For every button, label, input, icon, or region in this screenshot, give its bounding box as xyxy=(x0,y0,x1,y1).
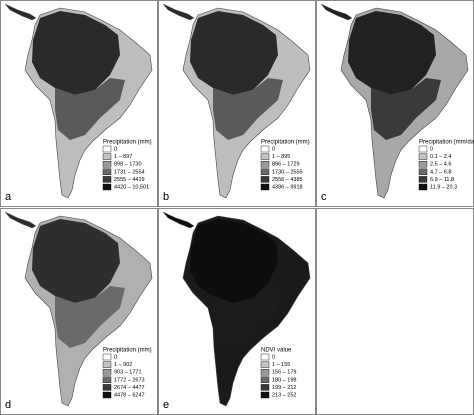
legend-item: 4420 – 10,501 xyxy=(114,184,149,190)
legend-swatch xyxy=(260,168,270,176)
legend-swatch xyxy=(102,384,112,391)
legend-swatch xyxy=(102,176,112,183)
panel-frame xyxy=(0,0,158,207)
legend-swatch xyxy=(102,153,112,160)
legend-item: 0 xyxy=(272,146,275,152)
panel-letter: e xyxy=(163,399,169,411)
legend-item: 2556 – 4385 xyxy=(272,177,303,183)
legend-swatch xyxy=(418,183,428,191)
legend-title: NDVI value xyxy=(261,348,292,354)
legend-item: 0 xyxy=(430,146,433,152)
legend-item: 4386 – 9918 xyxy=(272,184,303,190)
central-america xyxy=(320,3,353,21)
legend-swatch xyxy=(418,153,428,160)
legend-swatch xyxy=(260,160,270,168)
legend-item: 1 – 895 xyxy=(272,154,290,160)
legend-swatch xyxy=(260,153,270,160)
panel-letter: b xyxy=(163,191,169,203)
legend-item: 156 – 179 xyxy=(272,370,296,376)
legend-title: Precipitation (mm) xyxy=(103,140,152,146)
central-america xyxy=(4,211,37,229)
legend-swatch xyxy=(102,361,112,368)
legend-swatch xyxy=(102,391,112,399)
legend-item: 898 – 1730 xyxy=(114,162,142,168)
map-panel: a Precipitation (mm)0 1 – 897 898 – 1730173… xyxy=(4,3,153,203)
legend-swatch xyxy=(102,368,112,376)
legend-swatch xyxy=(260,361,270,368)
legend-swatch xyxy=(102,160,112,168)
legend-item: 4.7 – 6.8 xyxy=(430,169,451,175)
map-panel: d Precipitation (mm)0 1 – 902 903 – 1771177… xyxy=(4,211,153,411)
legend-item: 4478 – 6247 xyxy=(114,392,145,398)
panel-letter: d xyxy=(5,399,11,411)
legend-item: 1 – 902 xyxy=(114,362,132,368)
legend-item: 2.5 – 4.6 xyxy=(430,162,451,168)
map-panel: c Precipitation (mm/day)0 0.1 – 2.4 2.5 – 4… xyxy=(320,3,474,203)
legend-swatch xyxy=(260,353,270,361)
legend-item: 1772 – 2673 xyxy=(114,377,145,383)
legend-item: 199 – 212 xyxy=(272,385,296,391)
legend-swatch xyxy=(260,376,270,384)
legend-item: 0.1 – 2.4 xyxy=(430,154,451,160)
legend-swatch xyxy=(102,145,112,153)
panel-frame xyxy=(316,208,474,415)
legend-swatch xyxy=(102,168,112,176)
legend-swatch xyxy=(102,353,112,361)
central-america xyxy=(162,3,195,21)
legend-title: Precipitation (mm) xyxy=(103,348,152,354)
legend-swatch xyxy=(418,145,428,153)
legend-swatch xyxy=(260,145,270,153)
legend-item: 6.9 – 11.8 xyxy=(430,177,454,183)
legend-item: 903 – 1771 xyxy=(114,370,142,376)
central-america xyxy=(162,211,195,229)
legend-swatch xyxy=(102,183,112,191)
legend-item: 180 – 198 xyxy=(272,377,296,383)
map-panel: b Precipitation (mm)0 1 – 895 896 – 1729173… xyxy=(162,3,311,203)
legend-swatch xyxy=(418,160,428,168)
legend-item: 1 – 155 xyxy=(272,362,290,368)
legend-item: 2555 – 4419 xyxy=(114,177,145,183)
legend-title: Precipitation (mm) xyxy=(261,140,310,146)
legend-swatch xyxy=(260,384,270,391)
legend-item: 2674 – 4477 xyxy=(114,385,145,391)
legend-item: 1731 – 2554 xyxy=(114,169,145,175)
legend-item: 0 xyxy=(114,146,117,152)
legend-item: 0 xyxy=(272,354,275,360)
panel-letter: c xyxy=(321,191,327,203)
legend-item: 213 – 252 xyxy=(272,392,296,398)
legend-swatch xyxy=(260,176,270,183)
legend-swatch xyxy=(260,183,270,191)
central-america xyxy=(4,3,37,21)
legend-item: 1 – 897 xyxy=(114,154,132,160)
legend-swatch xyxy=(418,168,428,176)
legend-item: 0 xyxy=(114,354,117,360)
legend-item: 1730 – 2555 xyxy=(272,169,303,175)
legend-item: 11.9 – 20.3 xyxy=(430,184,457,190)
legend-swatch xyxy=(260,368,270,376)
legend-title: Precipitation (mm/day) xyxy=(419,140,474,146)
panel-frame xyxy=(158,0,316,207)
legend-item: 896 – 1729 xyxy=(272,162,300,168)
legend-swatch xyxy=(102,376,112,384)
legend-swatch xyxy=(418,176,428,183)
legend-swatch xyxy=(260,391,270,399)
panel-letter: a xyxy=(5,191,12,203)
